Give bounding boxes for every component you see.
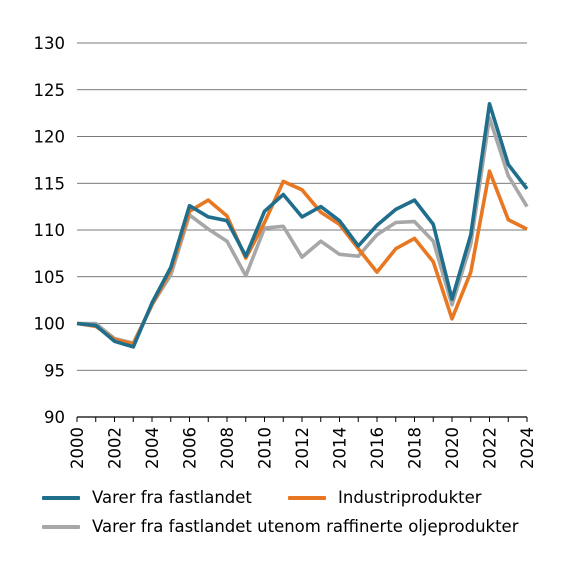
y-tick-label: 105 <box>34 268 66 287</box>
x-tick-label: 2004 <box>143 427 162 469</box>
x-tick-label: 2024 <box>518 427 537 469</box>
x-tick-label: 2002 <box>106 427 125 469</box>
y-tick-label: 110 <box>34 221 66 240</box>
x-tick-label: 2006 <box>181 427 200 469</box>
x-tick-label: 2014 <box>331 427 350 469</box>
axes: 90 95 100 105 110 115 120 125 130 2000 2002 2004 200… <box>34 34 538 469</box>
x-tick-label: 2020 <box>443 427 462 469</box>
gridlines <box>77 42 527 371</box>
x-tick-label: 2010 <box>256 427 275 469</box>
series-lines <box>76 102 529 349</box>
y-tick-label: 100 <box>34 315 66 334</box>
x-tick-label: 2018 <box>406 427 425 469</box>
y-tick-label: 95 <box>44 361 65 380</box>
y-tick-label: 130 <box>34 34 66 53</box>
x-tick-label: 2022 <box>481 427 500 469</box>
series-line-2 <box>77 116 529 345</box>
series-line-0 <box>76 102 529 349</box>
x-tick-label: 2000 <box>68 427 87 469</box>
y-tick-label: 90 <box>44 408 65 427</box>
y-tick-label: 115 <box>34 174 66 193</box>
y-tick-label: 125 <box>34 81 66 100</box>
y-tick-label: 120 <box>34 128 66 147</box>
x-tick-label: 2016 <box>368 427 387 469</box>
x-tick-label: 2008 <box>218 427 237 469</box>
x-tick-label: 2012 <box>293 427 312 469</box>
